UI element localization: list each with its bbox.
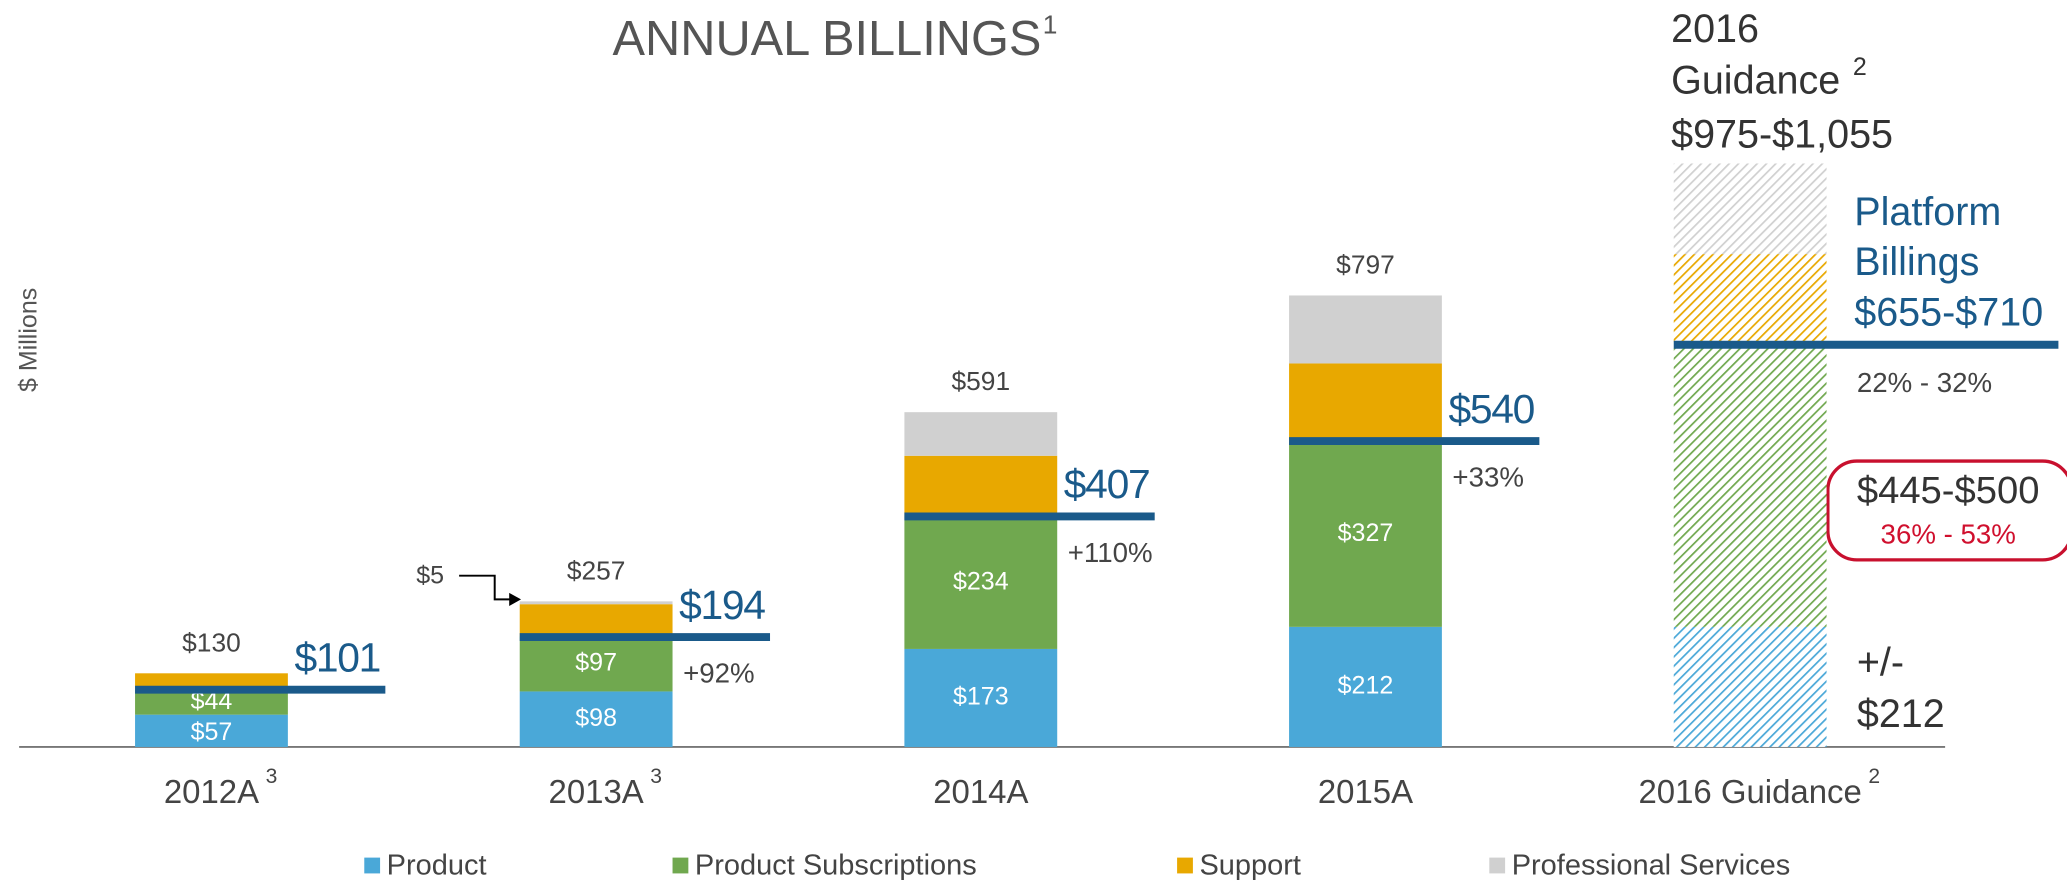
- platform-label: $407: [1064, 461, 1150, 507]
- platform-label: $101: [294, 635, 380, 681]
- bar-segment: [135, 673, 288, 690]
- legend-swatch: [1177, 857, 1193, 874]
- total-label: $797: [1336, 249, 1395, 279]
- bar-segment: [519, 636, 673, 692]
- product-value: $212: [1857, 692, 1945, 736]
- bar-segment: [904, 516, 1058, 649]
- bar-segment: [519, 691, 673, 747]
- legend-swatch: [672, 857, 689, 874]
- category-note: 2: [1868, 765, 1880, 788]
- legend-label: Product: [387, 849, 487, 880]
- x-tick-label: 2013A: [549, 773, 644, 810]
- legend-label: Product Subscriptions: [695, 849, 977, 880]
- total-label: $591: [952, 366, 1011, 396]
- callout-box: [1826, 459, 2067, 562]
- bar-segment: [519, 604, 673, 637]
- data-label: $173: [953, 683, 1009, 711]
- bar-segment: [1289, 441, 1442, 627]
- bar-segment: [1673, 163, 1827, 255]
- platform-range: $655-$710: [1854, 290, 2043, 334]
- arrow: [459, 574, 512, 601]
- category-note: 3: [266, 765, 278, 788]
- bar-segment: [519, 601, 673, 605]
- bar-segment: [135, 714, 288, 747]
- data-label: $327: [1338, 519, 1394, 547]
- total-label: $257: [567, 555, 626, 585]
- bar-segment: [1289, 626, 1442, 747]
- bar-segment: [904, 648, 1058, 747]
- guidance-range: $975-$1,055: [1671, 112, 1893, 156]
- growth-label: +33%: [1452, 462, 1524, 493]
- x-tick-label: 2016 Guidance: [1638, 773, 1861, 810]
- x-tick-label: 2015A: [1318, 773, 1413, 810]
- data-label: $98: [575, 704, 617, 732]
- bar-segment: [1673, 626, 1827, 747]
- data-label: $212: [1338, 672, 1394, 700]
- arrow-head: [509, 592, 522, 606]
- platform-title: Billings: [1854, 240, 1979, 284]
- bar-segment: [1289, 363, 1442, 442]
- legend-swatch: [1489, 857, 1506, 874]
- data-label: $97: [575, 649, 617, 677]
- legend-swatch: [364, 857, 381, 874]
- product-prefix: +/-: [1857, 641, 1904, 685]
- bar-segment: [1289, 295, 1442, 364]
- total-label: $130: [182, 627, 241, 657]
- guidance-note: 2: [1853, 53, 1867, 81]
- subscriptions-growth: 36% - 53%: [1881, 518, 2016, 549]
- data-label: $57: [191, 718, 233, 746]
- data-label: $5: [416, 562, 444, 590]
- bar-segment: [135, 689, 288, 715]
- title-note: 1: [1043, 9, 1058, 39]
- platform-label: $540: [1448, 386, 1534, 432]
- category-note: 3: [650, 765, 662, 788]
- guidance-year: 2016: [1671, 7, 1759, 51]
- x-tick-label: 2012A: [164, 773, 259, 810]
- subscriptions-range: $445-$500: [1857, 469, 2040, 512]
- bar-segment: [904, 412, 1058, 456]
- y-axis-label: $ Millions: [14, 288, 42, 392]
- platform-title: Platform: [1854, 190, 2001, 234]
- growth-label: +110%: [1068, 537, 1153, 568]
- guidance-heading: Guidance: [1671, 58, 1840, 102]
- data-label: $234: [953, 567, 1009, 595]
- bar-segment: [904, 455, 1058, 517]
- x-tick-label: 2014A: [933, 773, 1028, 810]
- growth-label: +92%: [683, 658, 755, 689]
- bar-segment: [1673, 254, 1827, 345]
- chart-title: ANNUAL BILLINGS: [613, 12, 1042, 66]
- platform-growth: 22% - 32%: [1857, 367, 1992, 398]
- legend-label: Support: [1199, 849, 1300, 880]
- bar-segment: [1673, 344, 1827, 627]
- legend-label: Professional Services: [1512, 849, 1791, 880]
- platform-label: $194: [679, 582, 765, 628]
